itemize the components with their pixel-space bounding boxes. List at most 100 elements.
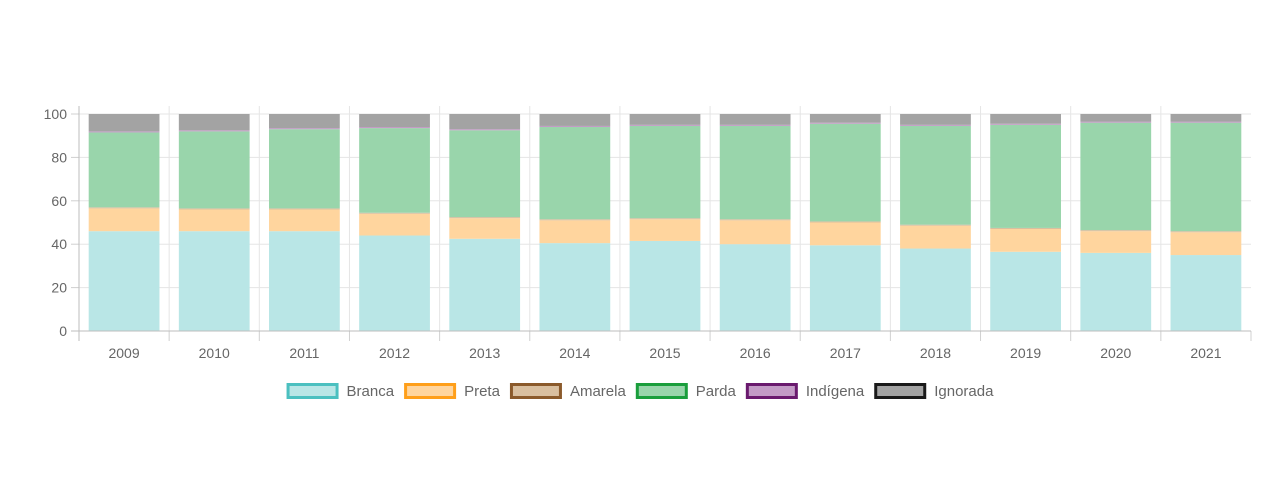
legend-label-indigena[interactable]: Indígena	[806, 383, 865, 400]
bar-segment-parda-2014	[539, 127, 611, 220]
bar-segment-ignorada-2009	[88, 114, 160, 132]
legend-swatch-preta[interactable]	[404, 383, 457, 399]
bar-segment-parda-2019	[990, 124, 1062, 228]
bar-segment-preta-2020	[1080, 231, 1152, 253]
legend-swatch-ignorada[interactable]	[874, 383, 927, 399]
bar-segment-indigena-2019	[990, 123, 1062, 125]
bar-segment-branca-2013	[449, 238, 521, 331]
bar-segment-indigena-2020	[1080, 121, 1152, 123]
bar-segment-preta-2021	[1170, 232, 1242, 256]
legend-swatch-branca[interactable]	[286, 383, 339, 399]
bar-segment-parda-2012	[359, 128, 430, 213]
bar-segment-indigena-2014	[539, 125, 611, 128]
bar-segment-amarela-2019	[990, 227, 1062, 230]
bar-segment-ignorada-2013	[449, 114, 521, 130]
bar-segment-ignorada-2015	[629, 114, 701, 125]
bar-segment-preta-2014	[539, 220, 611, 244]
bar-segment-ignorada-2010	[178, 114, 250, 131]
bar-segment-parda-2013	[449, 130, 521, 218]
bar-segment-indigena-2010	[178, 130, 250, 132]
bar-segment-amarela-2016	[719, 219, 791, 221]
legend-swatch-parda[interactable]	[635, 383, 688, 399]
bar-segment-amarela-2014	[539, 219, 611, 221]
x-tick-label: 2015	[649, 345, 680, 361]
legend-swatch-amarela[interactable]	[509, 383, 562, 399]
bar-segment-preta-2019	[990, 229, 1062, 252]
bar-segment-indigena-2012	[359, 127, 430, 129]
bar-segment-amarela-2010	[178, 208, 250, 210]
bar-segment-branca-2016	[719, 244, 791, 331]
bar-segment-ignorada-2021	[1170, 114, 1242, 122]
bar-segment-ignorada-2020	[1080, 114, 1152, 122]
bar-segment-parda-2017	[809, 123, 881, 222]
legend-label-branca[interactable]: Branca	[347, 383, 395, 400]
bar-segment-preta-2017	[809, 222, 881, 246]
bar-layer	[88, 114, 1242, 331]
bar-segment-branca-2014	[539, 243, 611, 331]
bar-segment-amarela-2018	[900, 224, 971, 226]
bar-segment-ignorada-2011	[268, 114, 340, 129]
y-tick-label: 20	[51, 280, 67, 296]
bar-segment-indigena-2015	[629, 124, 701, 126]
bar-segment-branca-2020	[1080, 252, 1152, 331]
bar-segment-branca-2009	[88, 231, 160, 331]
bar-segment-ignorada-2018	[900, 114, 971, 125]
bar-segment-branca-2010	[178, 231, 250, 331]
bar-segment-parda-2009	[88, 132, 160, 208]
bar-segment-preta-2011	[268, 209, 340, 232]
bar-segment-ignorada-2017	[809, 114, 881, 123]
x-tick-label: 2019	[1010, 345, 1041, 361]
x-tick-label: 2013	[469, 345, 500, 361]
bar-segment-amarela-2011	[268, 208, 340, 210]
legend-label-preta[interactable]: Preta	[464, 383, 501, 400]
bar-segment-parda-2011	[268, 129, 340, 209]
bar-segment-preta-2010	[178, 209, 250, 232]
bar-segment-indigena-2011	[268, 128, 340, 130]
bar-segment-preta-2009	[88, 208, 160, 232]
x-tick-label: 2016	[740, 345, 771, 361]
y-tick-label: 0	[59, 323, 67, 339]
bar-segment-branca-2021	[1170, 255, 1242, 331]
bar-segment-amarela-2009	[88, 207, 160, 209]
bar-segment-preta-2016	[719, 220, 791, 245]
bar-segment-amarela-2013	[449, 217, 521, 219]
x-tick-label: 2018	[920, 345, 951, 361]
x-tick-label: 2011	[289, 345, 319, 361]
bar-segment-branca-2017	[809, 245, 881, 331]
legend-label-ignorada[interactable]: Ignorada	[934, 383, 994, 400]
legend-swatch-indigena[interactable]	[745, 383, 798, 399]
bar-segment-indigena-2018	[900, 124, 971, 126]
x-tick-label: 2014	[559, 345, 590, 361]
y-tick-label: 80	[51, 149, 67, 165]
bar-segment-branca-2012	[359, 235, 430, 331]
bar-segment-parda-2018	[900, 125, 971, 225]
y-tick-label: 40	[51, 236, 67, 252]
bar-segment-preta-2015	[629, 219, 701, 241]
bar-segment-indigena-2017	[809, 122, 881, 124]
legend-label-parda[interactable]: Parda	[696, 383, 737, 400]
legend: Branca Preta Amarela Parda Indígena Ignorada	[286, 383, 994, 400]
bar-segment-parda-2016	[719, 125, 791, 220]
y-tick-label: 100	[44, 106, 68, 122]
bar-segment-indigena-2013	[449, 129, 521, 131]
bar-segment-branca-2018	[900, 248, 971, 331]
bar-segment-ignorada-2016	[719, 114, 791, 125]
bar-segment-ignorada-2012	[359, 114, 430, 128]
x-tick-label: 2017	[830, 345, 861, 361]
bar-segment-indigena-2016	[719, 124, 791, 126]
legend-label-amarela[interactable]: Amarela	[570, 383, 627, 400]
bar-segment-parda-2021	[1170, 122, 1242, 232]
bar-segment-amarela-2021	[1170, 231, 1242, 233]
bar-segment-amarela-2020	[1080, 230, 1152, 232]
bar-segment-preta-2013	[449, 218, 521, 239]
bar-segment-indigena-2021	[1170, 121, 1242, 123]
bar-segment-ignorada-2019	[990, 114, 1062, 124]
bar-segment-amarela-2015	[629, 218, 701, 220]
x-tick-label: 2021	[1190, 345, 1221, 361]
bar-segment-amarela-2017	[809, 221, 881, 223]
bar-segment-amarela-2012	[359, 212, 430, 214]
y-tick-label: 60	[51, 193, 67, 209]
axis-layer: 0 20 40 60 80 100 2009 2010 2011 2012 2013 2014 2015…	[44, 106, 1252, 361]
